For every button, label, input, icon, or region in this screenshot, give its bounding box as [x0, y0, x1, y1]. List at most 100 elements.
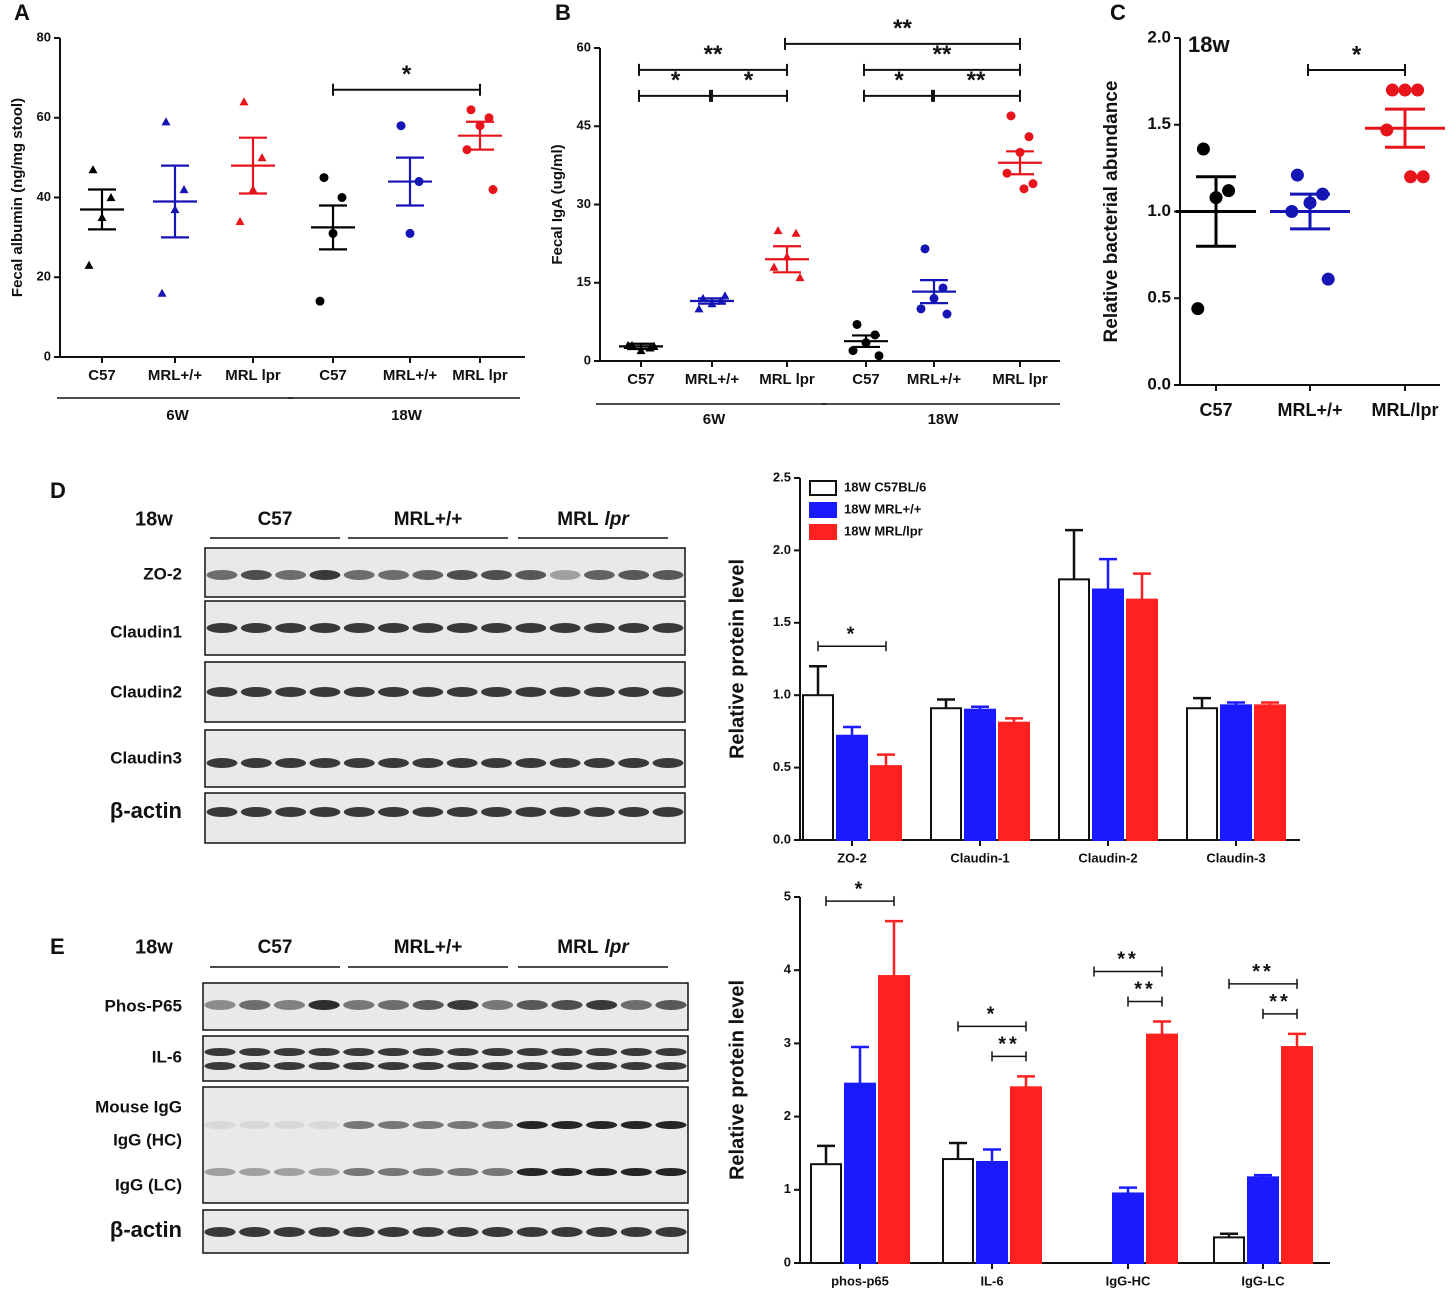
- error-bar: [88, 188, 116, 231]
- blot-band: [481, 570, 512, 580]
- y-tick-label: 20: [37, 269, 51, 284]
- blot-band: [652, 687, 684, 697]
- blot-band: [618, 758, 650, 768]
- error-bar: [817, 1144, 835, 1165]
- blot-band: [240, 570, 272, 580]
- significance-bracket: [1093, 966, 1163, 977]
- blot-band: [378, 758, 409, 768]
- error-bar: [937, 698, 955, 709]
- blot-band: [240, 807, 272, 817]
- blot-group-label: C57: [258, 937, 293, 958]
- blot-band: [273, 1000, 305, 1010]
- bar: [810, 1163, 842, 1265]
- blot-band: [343, 1000, 375, 1010]
- blot-band: [377, 1000, 410, 1010]
- blot-band: [586, 1168, 618, 1176]
- error-bar: [852, 334, 880, 349]
- y-tick-label: 40: [37, 189, 51, 204]
- x-tick-label: IgG-HC: [1106, 1273, 1151, 1288]
- y-tick-label: 0: [784, 1254, 791, 1269]
- blot-band: [239, 1062, 271, 1070]
- blot-band: [481, 1121, 514, 1129]
- blot-band: [586, 1121, 618, 1129]
- blot-band: [275, 687, 307, 697]
- chart-title: 18w: [1188, 32, 1230, 57]
- y-tick-label: 0.0: [773, 831, 791, 846]
- significance-bracket: [709, 89, 788, 102]
- error-bar: [773, 245, 801, 274]
- y-tick-label: 5: [784, 888, 791, 903]
- blot-band: [447, 1062, 479, 1070]
- blot-band: [515, 807, 547, 817]
- blot-group-label: MRL lpr: [557, 937, 630, 958]
- blot-band: [378, 623, 409, 633]
- x-tick-label: C57: [1199, 400, 1232, 420]
- blot-band: [412, 1168, 444, 1176]
- y-tick-label: 0.5: [773, 759, 791, 774]
- blot-band: [481, 1000, 514, 1010]
- blot-band: [549, 758, 581, 768]
- y-tick-label: 30: [577, 196, 591, 211]
- blot-band: [549, 570, 581, 580]
- error-bar: [319, 204, 347, 251]
- blot-band: [620, 1168, 652, 1176]
- error-bar: [1288, 1032, 1306, 1048]
- blot-band: [343, 1227, 375, 1237]
- y-tick-label: 60: [37, 109, 51, 124]
- blot-row-label: ZO-2: [143, 564, 182, 583]
- bar: [1213, 1236, 1245, 1265]
- panel-letter: D: [50, 478, 66, 503]
- significance-bracket: [332, 83, 481, 96]
- blot-band: [412, 1227, 444, 1237]
- blot-box: [204, 792, 686, 844]
- significance-label: **: [1269, 991, 1291, 1013]
- significance-label: *: [1352, 41, 1362, 68]
- data-point: [1398, 83, 1412, 97]
- x-tick-label: C57: [627, 371, 655, 388]
- blot-band: [618, 687, 650, 697]
- blot-row-label: IgG (HC): [113, 1130, 182, 1149]
- data-point: [795, 273, 805, 282]
- blot-band: [481, 807, 512, 817]
- data-point: [235, 216, 245, 226]
- data-point: [84, 260, 94, 269]
- blot-band: [655, 1048, 687, 1056]
- significance-label: **: [1134, 979, 1156, 1001]
- error-bar: [161, 164, 189, 239]
- blot-band: [583, 623, 615, 633]
- group-label: 6W: [166, 407, 189, 424]
- x-tick-label: MRL+/+: [907, 371, 961, 388]
- blot-band: [618, 623, 650, 633]
- data-point: [157, 288, 167, 297]
- blot-band: [583, 570, 615, 580]
- blot-band: [446, 687, 478, 697]
- blot-band: [516, 1062, 548, 1070]
- blot-box: [204, 729, 686, 788]
- group-name: MRL+/+: [394, 937, 463, 958]
- bar: [976, 1160, 1008, 1265]
- blot-band: [308, 1168, 340, 1176]
- y-tick-label: 1.5: [773, 614, 791, 629]
- data-point: [1411, 83, 1425, 97]
- blot-band: [308, 1000, 340, 1010]
- significance-label: **: [1117, 949, 1139, 971]
- error-bar: [1385, 107, 1425, 149]
- x-tick-label: MRL+/+: [685, 371, 739, 388]
- blot-band: [412, 1062, 444, 1070]
- significance-bracket: [825, 896, 895, 907]
- blot-band: [551, 1048, 583, 1056]
- x-tick-label: C57: [88, 367, 116, 384]
- blot-band: [583, 807, 615, 817]
- error-bar: [239, 136, 267, 195]
- group-label: 18W: [391, 407, 423, 424]
- data-point: [1385, 83, 1399, 97]
- group-name-italic: lpr: [604, 509, 630, 530]
- blot-band: [240, 687, 272, 697]
- blot-band: [549, 687, 581, 697]
- blot-band: [206, 758, 238, 768]
- blot-band: [652, 807, 684, 817]
- significance-bracket: [991, 1051, 1027, 1062]
- y-axis-label: Relative bacterial abundance: [1101, 81, 1122, 343]
- blot-band: [275, 570, 307, 580]
- data-point: [179, 185, 189, 194]
